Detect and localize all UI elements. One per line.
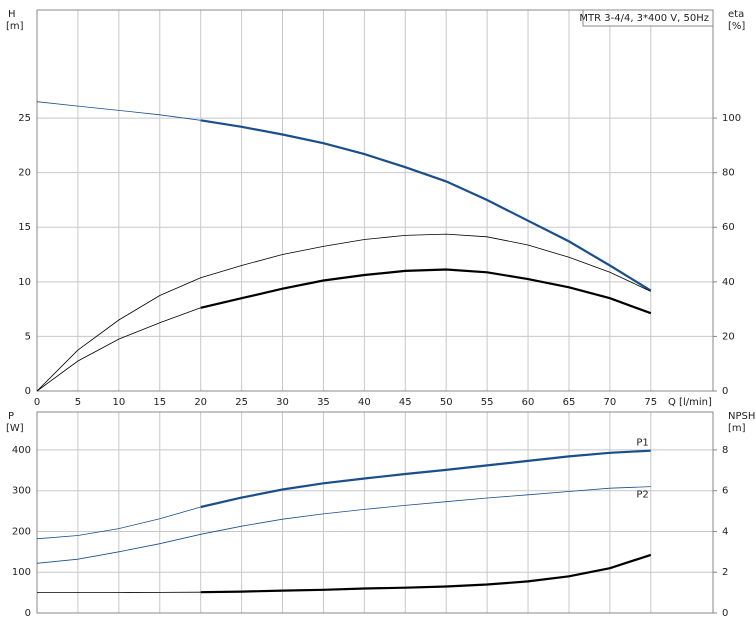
y-tick-label: 10 <box>18 277 31 288</box>
x-tick-label: 75 <box>644 397 657 408</box>
x-tick-label: 30 <box>276 397 289 408</box>
y-tick-label: 100 <box>12 567 31 578</box>
title-box <box>582 9 714 27</box>
y2-tick-label: 2 <box>722 567 728 578</box>
y2-tick-label: 0 <box>722 386 728 397</box>
y-tick-label: 20 <box>18 168 31 179</box>
y2-tick-label: 80 <box>722 168 735 179</box>
x-tick-label: 10 <box>112 397 125 408</box>
curve <box>36 101 201 121</box>
x-tick-label: 50 <box>440 397 453 408</box>
y2-tick-label: 0 <box>722 608 728 619</box>
x-axis-label: Q [l/min] <box>668 397 712 408</box>
curve <box>36 486 651 564</box>
y2-tick-label: 100 <box>722 113 741 124</box>
curve <box>200 268 652 315</box>
plot-frame <box>36 411 714 614</box>
x-tick-label: 15 <box>153 397 166 408</box>
x-tick-label: 20 <box>194 397 207 408</box>
y-tick-label: 300 <box>12 486 31 497</box>
y2-tick-label: 60 <box>722 222 735 233</box>
y-axis-unit: [m] <box>6 21 24 32</box>
curve <box>200 449 651 509</box>
y-tick-label: 0 <box>25 608 31 619</box>
plot-frame <box>36 9 714 392</box>
x-tick-label: 40 <box>358 397 371 408</box>
y-tick-label: 400 <box>12 445 31 456</box>
y2-tick-label: 20 <box>722 331 735 342</box>
x-tick-label: 45 <box>399 397 412 408</box>
x-tick-label: 65 <box>563 397 576 408</box>
y2-tick-label: 40 <box>722 277 735 288</box>
y-tick-label: 200 <box>12 526 31 537</box>
x-tick-label: 60 <box>522 397 535 408</box>
y2-axis-unit: [%] <box>728 21 745 32</box>
y-axis-unit: [W] <box>6 423 24 434</box>
x-tick-label: 70 <box>604 397 617 408</box>
series-label: P1 <box>636 438 648 449</box>
y2-tick-label: 8 <box>722 445 728 456</box>
x-tick-label: 5 <box>75 397 81 408</box>
y-tick-label: 25 <box>18 113 31 124</box>
x-tick-label: 25 <box>235 397 248 408</box>
y-tick-label: 0 <box>25 386 31 397</box>
curve <box>36 233 651 392</box>
x-tick-label: 0 <box>34 397 40 408</box>
y2-axis-label: eta <box>728 9 744 20</box>
y-axis-label: H <box>8 9 16 20</box>
y2-axis-unit: [m] <box>728 423 746 434</box>
chart-title: MTR 3-4/4, 3*400 V, 50Hz <box>579 13 709 24</box>
curve <box>200 119 652 292</box>
y-tick-label: 15 <box>18 222 31 233</box>
y2-tick-label: 4 <box>722 526 728 537</box>
series-label: P2 <box>636 490 648 501</box>
x-tick-label: 55 <box>481 397 494 408</box>
curve <box>36 506 201 540</box>
x-tick-label: 35 <box>317 397 330 408</box>
y2-axis-label: NPSH <box>728 411 755 422</box>
y-tick-label: 5 <box>25 331 31 342</box>
curve <box>36 307 201 392</box>
y-axis-label: P <box>8 411 14 422</box>
y2-tick-label: 6 <box>722 486 728 497</box>
curve <box>200 553 652 594</box>
